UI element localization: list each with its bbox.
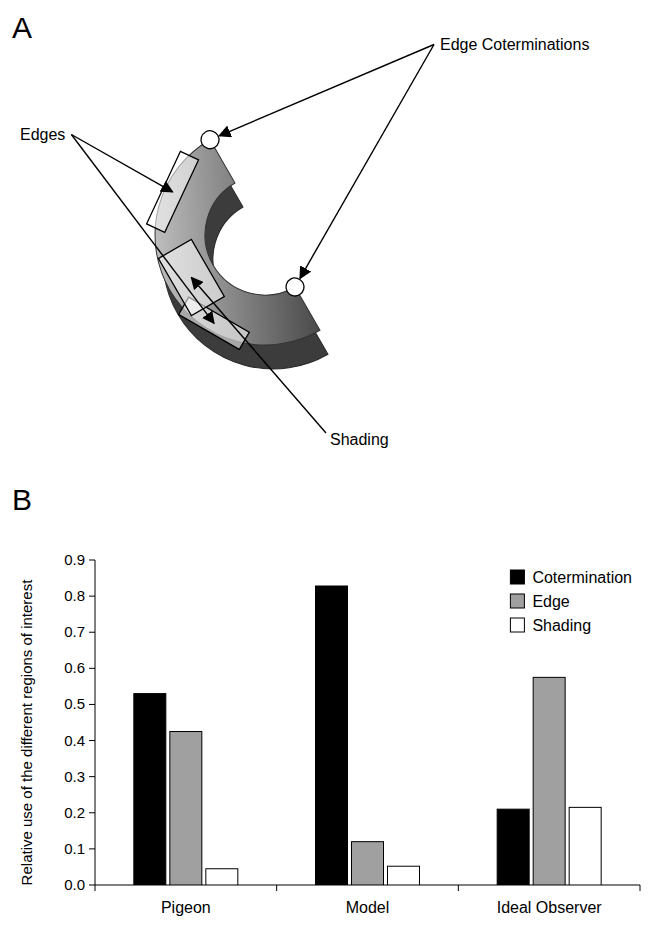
bar: [170, 732, 202, 885]
legend-swatch: [510, 594, 524, 608]
arrow: [71, 135, 214, 324]
y-tick: [89, 848, 95, 849]
y-tick: [89, 812, 95, 813]
cotermination-roi: [198, 127, 223, 152]
legend-label: Edge: [532, 593, 569, 610]
y-tick-label: 0.3: [64, 768, 85, 785]
bar: [497, 809, 529, 885]
y-tick: [89, 776, 95, 777]
category-divider: [640, 885, 641, 891]
y-tick: [89, 668, 95, 669]
y-tick-label: 0.6: [64, 659, 85, 676]
axes: 0.0 0.1 0.2 0.3 0.4 0.5 0.6 0.7 0.8 0.9 Pigeon Mode…: [64, 551, 640, 916]
category-divider: [276, 885, 277, 891]
y-tick: [89, 596, 95, 597]
bar: [352, 842, 384, 885]
label-coterminations: Edge Coterminations: [440, 36, 589, 53]
x-tick-label: Pigeon: [161, 899, 211, 916]
bar: [134, 694, 166, 885]
y-tick: [89, 704, 95, 705]
y-tick: [89, 740, 95, 741]
y-tick: [89, 560, 95, 561]
roi-markers: [106, 127, 316, 367]
y-tick-label: 0.0: [64, 876, 85, 893]
y-tick-label: 0.2: [64, 804, 85, 821]
bars: [134, 586, 601, 885]
bar: [316, 586, 348, 885]
legend-swatch: [510, 618, 524, 632]
shape: [115, 140, 328, 410]
x-tick-label: Model: [346, 899, 390, 916]
y-tick-label: 0.1: [64, 840, 85, 857]
arrows: [71, 45, 434, 434]
y-tick-label: 0.5: [64, 695, 85, 712]
legend-label: Shading: [532, 617, 591, 634]
arrow: [300, 45, 434, 279]
y-tick-label: 0.8: [64, 587, 85, 604]
arrow: [191, 278, 326, 434]
y-axis-title: Relative use of the different regions of…: [18, 579, 35, 886]
figure: AEdgesEdge CoterminationsShadingB0.00.10…: [0, 0, 660, 948]
legend: Cotermination Edge Shading: [510, 569, 632, 634]
panel-letter: A: [12, 11, 32, 44]
bar: [569, 807, 601, 885]
x-tick-label: Ideal Observer: [497, 899, 603, 916]
category-divider: [95, 885, 96, 891]
legend-label: Cotermination: [532, 569, 632, 586]
y-tick-label: 0.4: [64, 732, 85, 749]
bar: [388, 866, 420, 885]
y-tick: [89, 885, 95, 886]
legend-swatch: [510, 570, 524, 584]
y-tick-label: 0.7: [64, 623, 85, 640]
arrow: [71, 135, 172, 192]
y-axis: [95, 560, 96, 885]
cotermination-roi: [283, 275, 308, 300]
label-edges: Edges: [20, 126, 65, 143]
y-tick: [89, 632, 95, 633]
bar: [206, 869, 238, 885]
panel-letter: B: [12, 483, 32, 516]
label-shading: Shading: [330, 431, 389, 448]
bar: [533, 677, 565, 885]
arrow: [219, 45, 434, 136]
category-divider: [458, 885, 459, 891]
y-tick-label: 0.9: [64, 551, 85, 568]
